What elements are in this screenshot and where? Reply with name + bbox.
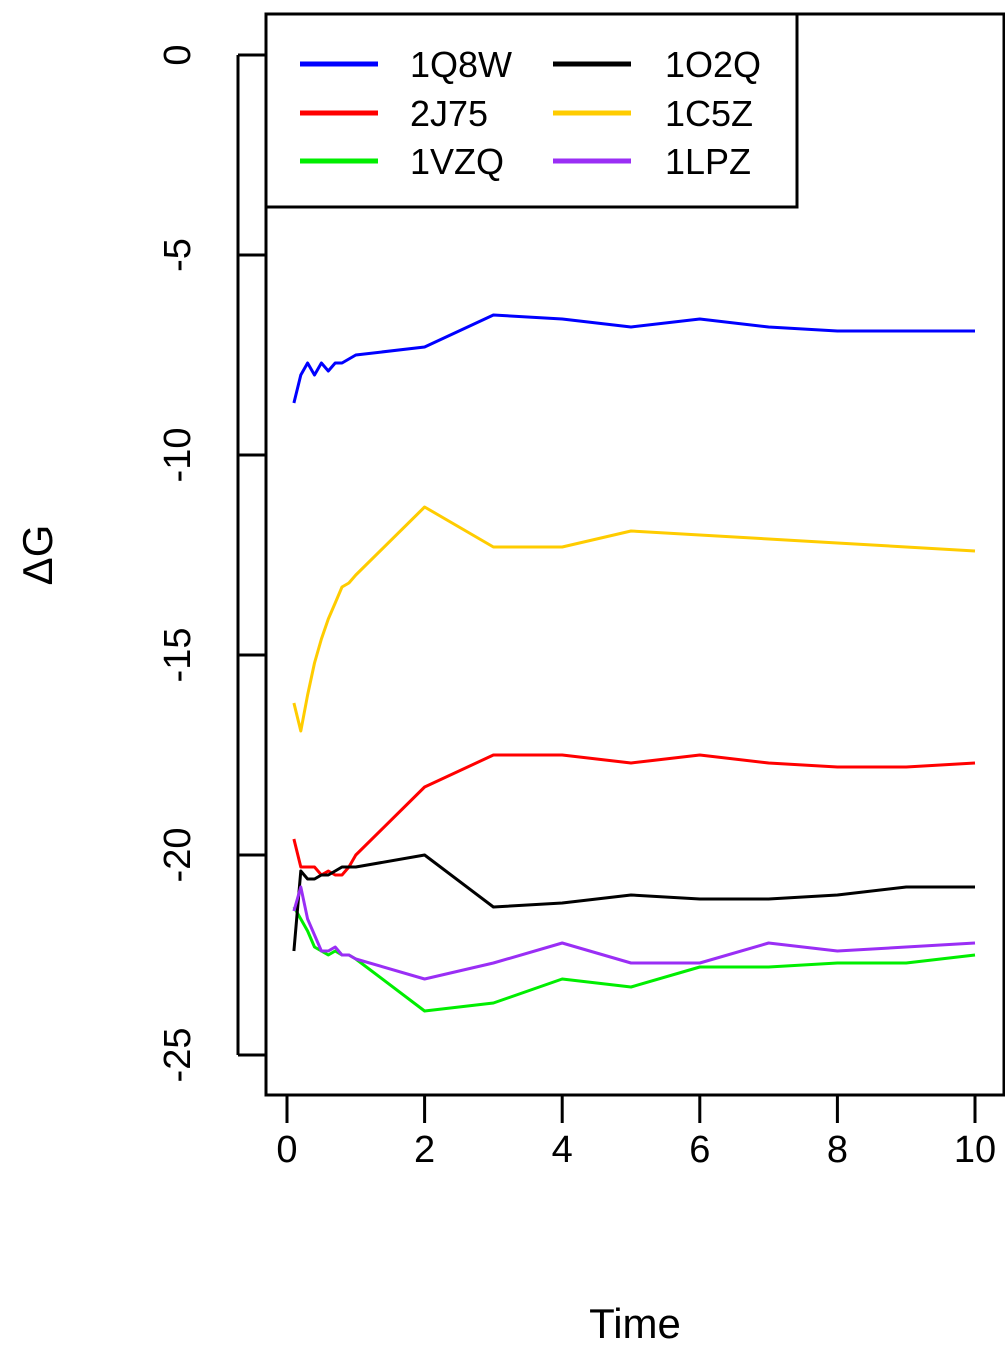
legend-label-1lpz: 1LPZ	[665, 141, 751, 182]
series-line-1c5z	[292, 505, 976, 733]
x-axis-title: Time	[589, 1300, 681, 1347]
y-tick-label: -10	[157, 428, 199, 483]
legend-label-1q8w: 1Q8W	[410, 44, 512, 85]
y-axis: 0 -5 -10 -15 -20 -25	[157, 44, 266, 1082]
legend-label-2j75: 2J75	[410, 93, 488, 134]
series-layer	[292, 313, 976, 1013]
legend: 1Q8W 2J75 1VZQ 1O2Q 1C5Z 1LPZ	[264, 12, 799, 209]
y-tick-label: -5	[157, 238, 199, 272]
y-tick-label: -25	[157, 1028, 199, 1083]
x-tick-label: 2	[414, 1129, 435, 1171]
x-tick-label: 4	[552, 1129, 573, 1171]
x-tick-label: 8	[827, 1129, 848, 1171]
x-tick-label: 0	[276, 1129, 297, 1171]
x-tick-label: 10	[954, 1129, 996, 1171]
series-line-1lpz	[292, 885, 976, 981]
x-tick-label: 6	[689, 1129, 710, 1171]
legend-label-1vzq: 1VZQ	[410, 141, 504, 182]
series-line-2j75	[292, 753, 976, 877]
legend-label-1c5z: 1C5Z	[665, 93, 753, 134]
y-tick-label: -15	[157, 628, 199, 683]
y-tick-label: -20	[157, 828, 199, 883]
y-axis-title: ΔG	[14, 525, 61, 586]
x-axis: 0 2 4 6 8 10	[276, 1093, 996, 1171]
series-line-1q8w	[292, 313, 975, 404]
legend-label-1o2q: 1O2Q	[665, 44, 761, 85]
series-line-1vzq	[292, 906, 976, 1013]
y-tick-label: 0	[157, 44, 199, 65]
series-line-1o2q	[292, 853, 975, 952]
